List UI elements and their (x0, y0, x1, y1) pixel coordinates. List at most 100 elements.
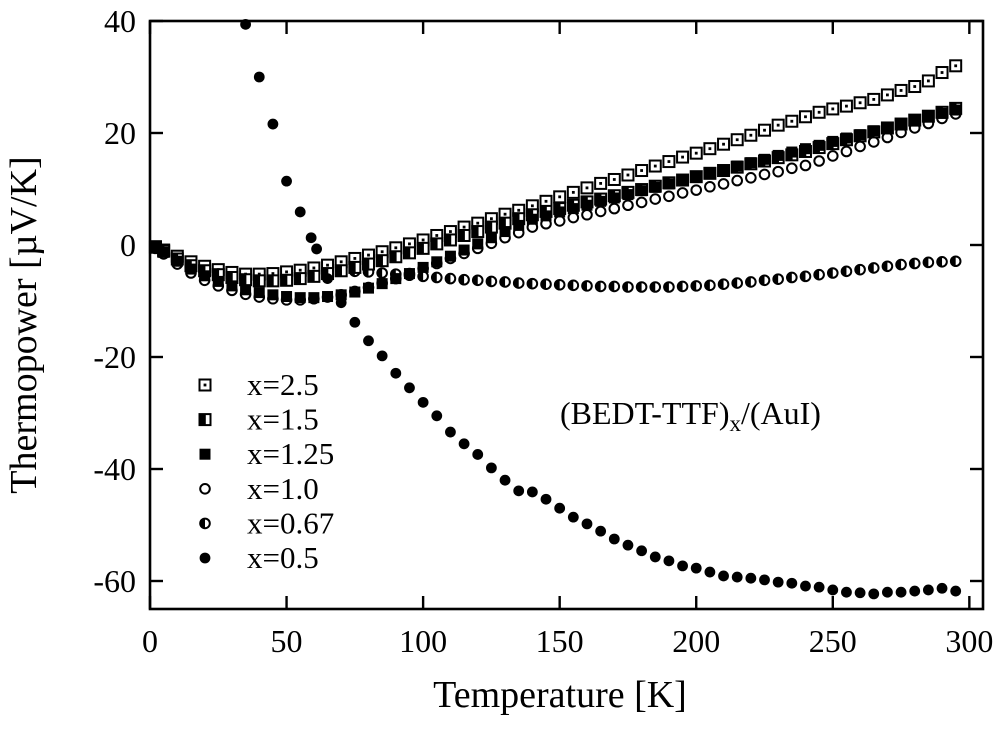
data-point (484, 220, 498, 234)
data-point (580, 181, 594, 195)
data-point (553, 278, 566, 291)
data-point (813, 581, 825, 593)
data-point (649, 193, 662, 205)
data-point (253, 287, 265, 299)
data-point (349, 286, 361, 298)
data-point (853, 96, 867, 110)
data-point (512, 277, 525, 289)
x-tick-label: 300 (945, 623, 993, 659)
y-axis: 40 20 0 -20 -40 -60 (93, 3, 983, 599)
data-point (199, 270, 211, 282)
data-point (226, 280, 238, 292)
data-point (444, 272, 457, 285)
data-point (252, 274, 266, 288)
data-point (772, 576, 784, 588)
data-point (307, 269, 321, 283)
data-point (485, 275, 498, 288)
data-point (457, 228, 471, 242)
data-point (281, 175, 292, 187)
data-point (936, 107, 948, 119)
data-point (882, 586, 893, 598)
data-point (622, 189, 634, 201)
data-point (786, 146, 798, 158)
series-x=0.5 (240, 18, 962, 600)
data-point (690, 562, 702, 574)
data-point (772, 273, 784, 285)
data-point (540, 210, 552, 222)
annotation-label: (BEDT-TTF)x/(AuI) (560, 395, 821, 436)
x-axis-title: Temperature [K] (433, 674, 687, 716)
data-point (854, 587, 866, 599)
data-point (444, 250, 456, 262)
data-point (717, 137, 731, 151)
data-point (595, 195, 607, 207)
data-point (730, 133, 744, 147)
data-point (581, 208, 593, 221)
data-point (908, 257, 921, 270)
data-point (771, 118, 785, 132)
data-point (403, 268, 415, 280)
data-point (677, 175, 689, 187)
data-point (895, 586, 907, 598)
data-point (253, 71, 265, 83)
x-tick-label: 250 (809, 623, 857, 659)
data-point (676, 150, 690, 164)
data-point (949, 255, 962, 268)
data-point (758, 168, 771, 181)
data-point (622, 199, 634, 212)
data-point (950, 104, 962, 116)
data-point (813, 155, 825, 167)
data-point (607, 172, 621, 186)
y-tick-label: 0 (120, 227, 136, 263)
data-point (922, 111, 934, 123)
data-point (867, 136, 880, 148)
data-point (416, 241, 430, 255)
data-point (281, 291, 293, 303)
data-point (635, 196, 648, 209)
y-axis-title: Thermopower [µV/K] (3, 156, 45, 493)
y-tick-label: 20 (104, 115, 136, 151)
data-point (649, 551, 661, 563)
data-point (540, 493, 552, 505)
data-point (854, 129, 866, 141)
data-point (786, 162, 798, 175)
x-axis: 0 50 100 150 200 250 300 (142, 21, 993, 659)
data-point (566, 185, 580, 199)
data-point (485, 232, 497, 244)
data-point (402, 246, 416, 260)
data-point (649, 281, 662, 293)
data-point (854, 140, 866, 153)
data-point (594, 176, 608, 190)
data-point (826, 150, 839, 162)
data-point (430, 237, 444, 251)
legend-marker-x=0.67 (199, 517, 211, 530)
data-point (595, 525, 607, 537)
data-point (839, 99, 853, 113)
x-tick-label: 200 (672, 623, 720, 659)
data-point (731, 571, 743, 583)
data-point (636, 545, 648, 557)
data-point (581, 199, 593, 211)
data-point (361, 257, 375, 271)
data-point (594, 205, 607, 218)
data-point (895, 118, 907, 130)
data-point (758, 274, 771, 287)
x-tick-label: 50 (271, 623, 303, 659)
legend-label: x=1.5 (247, 402, 319, 437)
data-point (375, 254, 389, 268)
data-point (731, 160, 743, 172)
data-point (389, 250, 403, 264)
data-point (526, 213, 538, 225)
data-point (376, 278, 388, 290)
y-tick-label: 40 (104, 3, 136, 39)
data-point (840, 265, 853, 278)
data-point (267, 118, 279, 130)
data-point (499, 276, 511, 288)
data-point (334, 264, 348, 278)
legend-marker-x=1.25 (199, 448, 211, 460)
data-point (471, 225, 485, 239)
legend: x=2.5x=1.5x=1.25x=1.0x=0.67x=0.5 (198, 367, 334, 575)
data-point (635, 281, 648, 293)
